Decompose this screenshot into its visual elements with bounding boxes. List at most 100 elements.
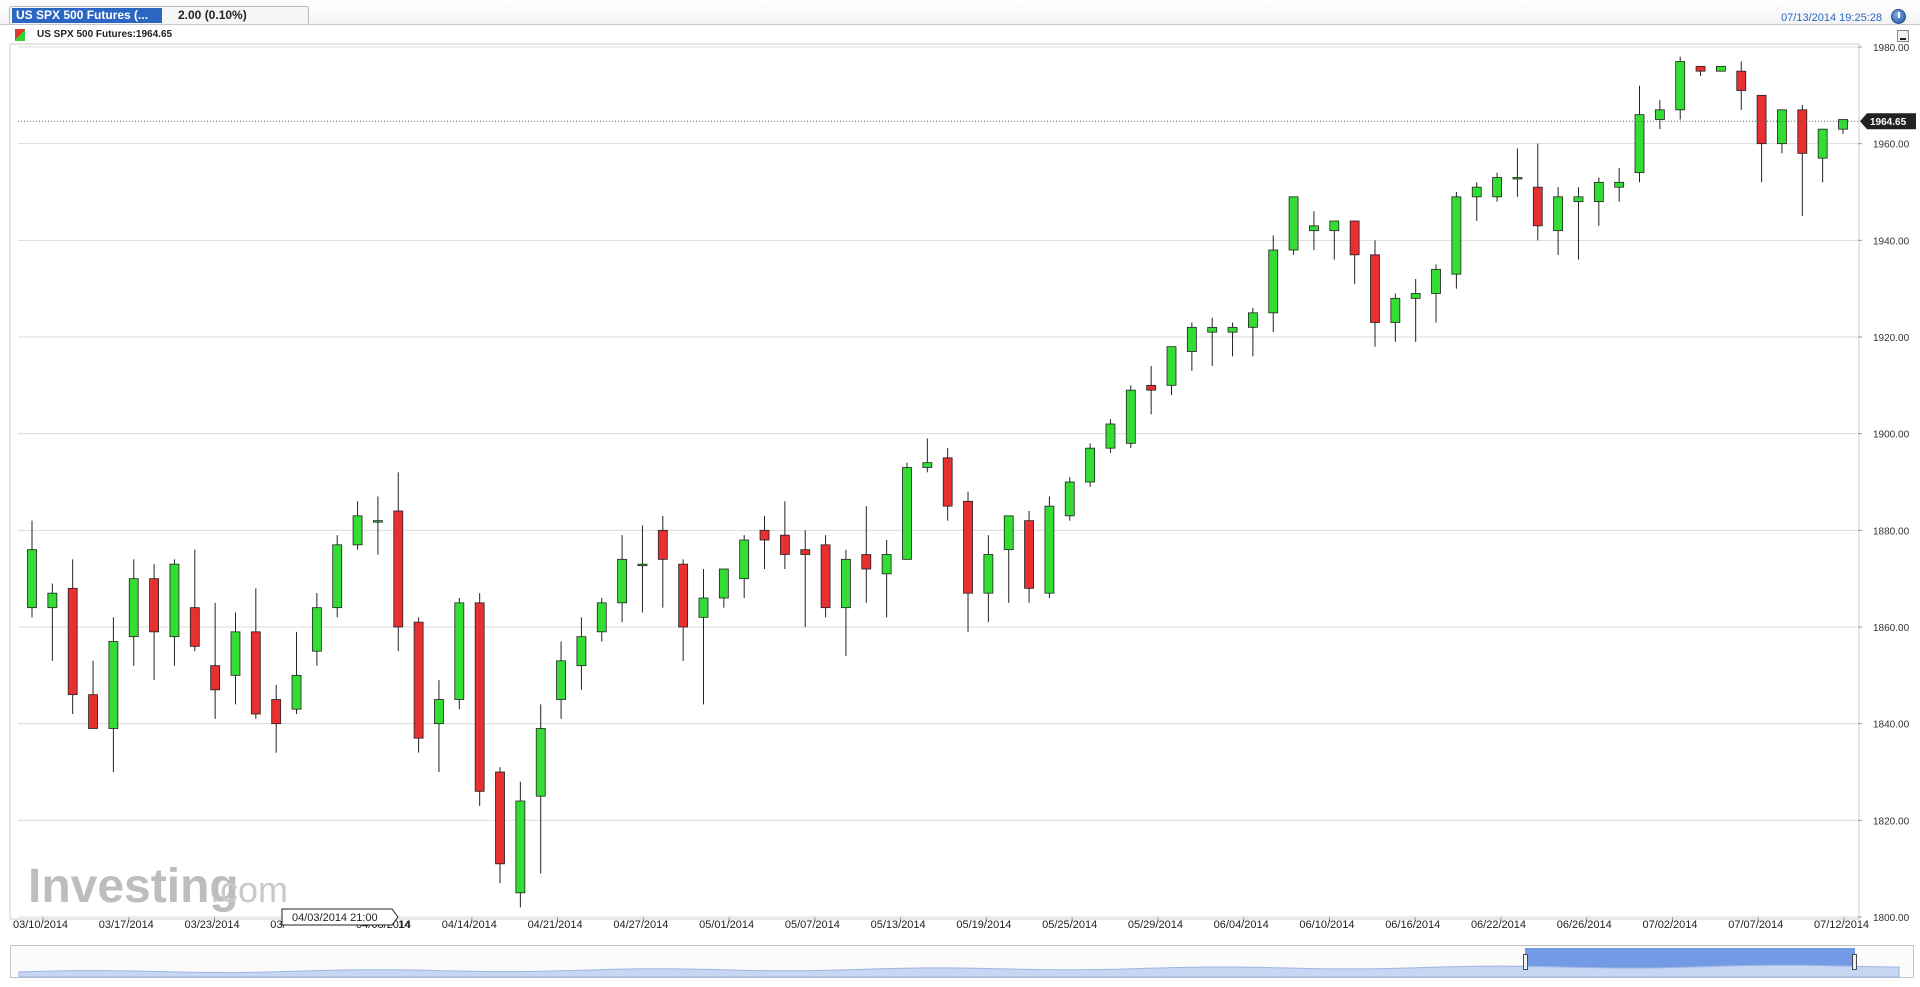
candle [149, 564, 159, 681]
navigator-right-handle[interactable] [1852, 954, 1857, 970]
candle-body [902, 467, 912, 560]
candle [210, 602, 221, 719]
navigator-sparkline [18, 948, 1900, 978]
y-tick-label: 1980.00 [1873, 43, 1910, 54]
instrument-tab-title[interactable]: US SPX 500 Futures (... [12, 8, 162, 23]
candle [963, 491, 973, 632]
candle [291, 631, 302, 714]
candle-body [1309, 225, 1319, 232]
candle [1777, 109, 1787, 154]
candle-body [1268, 249, 1279, 314]
candle [189, 549, 200, 652]
candle-body [1125, 389, 1136, 444]
candle [169, 559, 180, 666]
candle-body [1756, 94, 1767, 145]
candle [820, 535, 831, 618]
candle-body [352, 515, 363, 546]
candle [1797, 105, 1808, 217]
x-axis: 03/10/201403/17/201403/23/201403/04/08/2… [13, 917, 1869, 931]
x-tick-label: 05/29/2014 [1128, 919, 1183, 931]
candle-body [291, 674, 302, 710]
x-tick-label: 05/19/2014 [956, 919, 1011, 931]
candle-body [515, 800, 526, 894]
series-legend-label: US SPX 500 Futures:1964.65 [37, 29, 173, 40]
candle [67, 559, 78, 714]
candle [108, 617, 119, 772]
watermark: Investing .com [28, 860, 288, 913]
clock-icon[interactable] [1891, 9, 1906, 24]
candle [230, 612, 241, 705]
candle [1044, 496, 1055, 598]
candle-body [963, 500, 973, 594]
candle-body [1349, 220, 1360, 256]
candle [1003, 515, 1014, 603]
y-tick-label: 1820.00 [1873, 816, 1910, 827]
y-tick-label: 1920.00 [1873, 333, 1910, 344]
x-tick-label: 04/14/2014 [442, 919, 497, 931]
candle-body [718, 568, 729, 599]
candle-body [556, 660, 566, 700]
candle [1614, 167, 1625, 202]
candle-body [169, 563, 180, 638]
candle [413, 617, 424, 753]
candle [393, 472, 404, 652]
tab-bar: US SPX 500 Futures (... 2.00 (0.10%) 07/… [0, 0, 1920, 25]
candle [515, 781, 526, 908]
candle-body [332, 544, 343, 609]
plot-frame [9, 43, 1860, 920]
y-axis: 1980.00 1960.00 1940.00 1920.00 1900.00 1880.… [1858, 43, 1910, 924]
x-tick-label: 05/13/2014 [871, 919, 926, 931]
candle-body [250, 631, 261, 715]
candle [271, 685, 282, 753]
candle-body [1492, 177, 1502, 198]
candle-body [1695, 65, 1706, 72]
candle [1247, 308, 1258, 357]
candle [637, 525, 648, 613]
candle [311, 593, 322, 666]
candle-body [1003, 515, 1014, 551]
candle [1390, 293, 1401, 342]
candle-body [1410, 293, 1421, 299]
candle [1716, 65, 1726, 72]
candle [1288, 196, 1299, 255]
candle [1227, 322, 1238, 357]
candle [1756, 94, 1767, 183]
candle-body [1654, 109, 1665, 120]
watermark-suffix: .com [210, 869, 288, 910]
vertical-scrollbar[interactable] [1906, 47, 1918, 919]
candle-body [434, 699, 444, 725]
candle-body [637, 563, 648, 567]
candle-body [1471, 186, 1482, 198]
candle [250, 588, 261, 719]
candle-body [1512, 177, 1523, 180]
candle [1166, 346, 1177, 395]
candle-body [128, 578, 139, 638]
instrument-tab[interactable]: US SPX 500 Futures (... 2.00 (0.10%) [9, 6, 309, 24]
candle [841, 549, 851, 656]
candle [474, 593, 485, 806]
candle-body [373, 520, 383, 523]
x-tick-label: 05/25/2014 [1042, 919, 1097, 931]
candle-body [800, 549, 811, 555]
candle-body [657, 529, 668, 560]
candle [1370, 240, 1380, 347]
candle [352, 501, 363, 550]
crosshair-date-label: 04/03/2014 21:00 [292, 912, 378, 924]
candle-body [1024, 520, 1034, 589]
candle-body [393, 510, 404, 628]
candle [902, 462, 912, 560]
candle [1492, 172, 1502, 202]
x-tick-label-fragment: 14 [398, 919, 410, 931]
candle-body [311, 607, 322, 652]
y-tick-label: 1800.00 [1873, 913, 1910, 924]
range-navigator[interactable] [10, 945, 1914, 978]
candle [1125, 385, 1136, 449]
x-tick-label: 06/16/2014 [1385, 919, 1440, 931]
candle-body [820, 544, 831, 609]
collapse-panel-button[interactable] [1897, 30, 1909, 42]
x-tick-label: 04/27/2014 [613, 919, 668, 931]
navigator-area [18, 964, 1900, 978]
candle-body [88, 694, 98, 729]
navigator-left-handle[interactable] [1523, 954, 1528, 970]
